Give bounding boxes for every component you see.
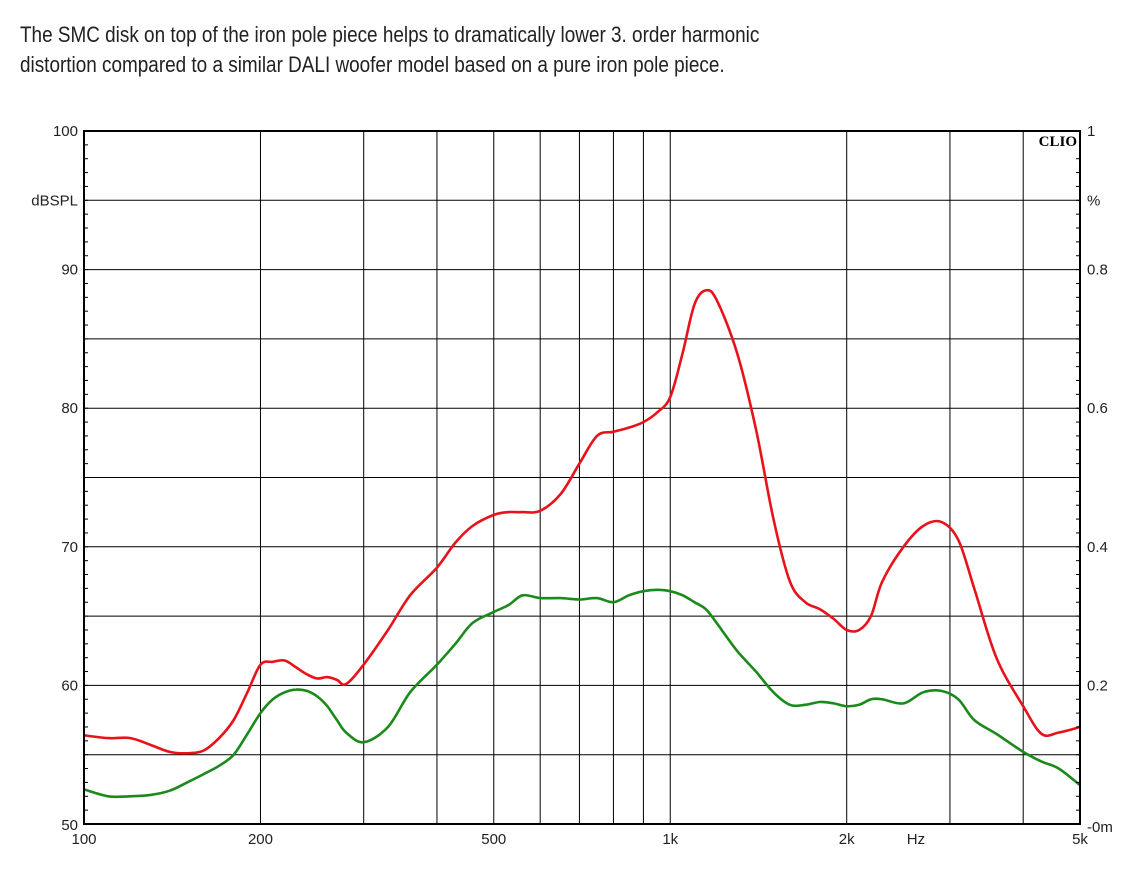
x-tick-label: 5k [1072, 831, 1088, 848]
x-tick-label: 100 [71, 831, 96, 848]
caption-line-1: The SMC disk on top of the iron pole pie… [20, 22, 760, 47]
y-right-tick-label: 0.4 [1087, 539, 1108, 556]
plot-frame [83, 130, 1081, 825]
y-right-unit-label: % [1087, 192, 1100, 209]
series-line-1 [83, 288, 1081, 755]
y-left-tick-label: 60 [61, 677, 78, 694]
series-layer [83, 288, 1081, 799]
y-right-tick-label: 0.6 [1087, 400, 1108, 417]
x-tick-label: 200 [248, 831, 273, 848]
y-right-tick-label: 0.8 [1087, 262, 1108, 279]
brand-label: CLIO [1039, 134, 1077, 150]
y-right-tick-label: -0m [1087, 819, 1113, 836]
caption: The SMC disk on top of the iron pole pie… [20, 20, 794, 80]
x-tick-label: 1k [662, 831, 678, 848]
caption-line-2: distortion compared to a similar DALI wo… [20, 52, 725, 77]
x-unit-label: Hz [907, 831, 925, 848]
y-left-tick-label: 80 [61, 400, 78, 417]
axes-layer: 100 90 80 70 60 50 dBSPL 1 0.8 0.6 0.4 0.2 -0m% 100 20… [31, 123, 1113, 848]
y-left-tick-label: 70 [61, 539, 78, 556]
y-left-tick-label: 100 [53, 123, 78, 140]
y-left-tick-label: 50 [61, 817, 78, 834]
x-tick-label: 500 [481, 831, 506, 848]
y-right-tick-label: 0.2 [1087, 677, 1108, 694]
chart-grid [84, 131, 1080, 824]
brand-label-bg [1028, 132, 1079, 150]
series-line-2 [83, 588, 1081, 799]
y-right-tick-label: 1 [1087, 123, 1095, 140]
y-left-tick-label: 90 [61, 262, 78, 279]
x-tick-label: 2k [839, 831, 855, 848]
y-left-unit-label: dBSPL [31, 192, 78, 209]
